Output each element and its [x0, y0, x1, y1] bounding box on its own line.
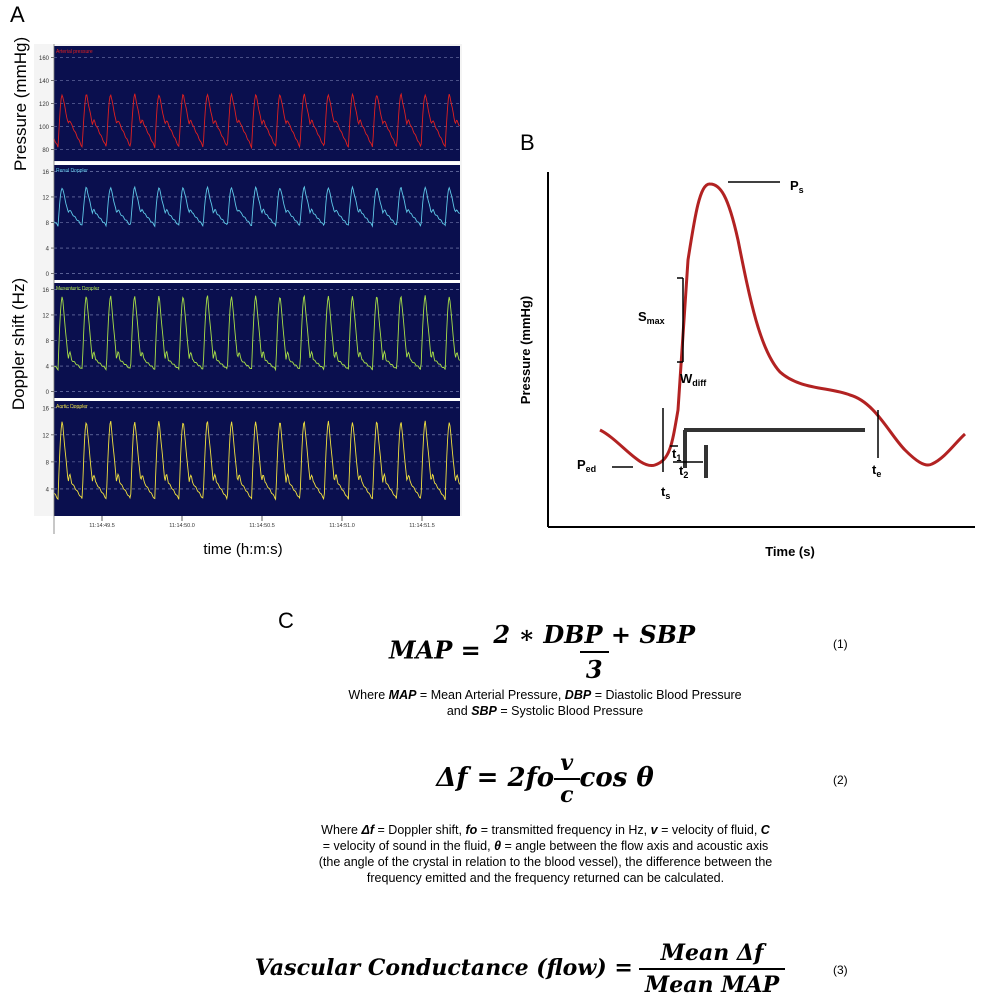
eq1-number: (1)	[833, 637, 848, 651]
eq3-number: (3)	[833, 963, 848, 977]
eq3-lhs: Vascular Conductance (flow) =	[254, 954, 633, 981]
eq2-number: (2)	[833, 773, 848, 787]
time-tick-label: 11:14:49.5	[89, 523, 115, 529]
y-tick-label: 16	[42, 406, 49, 412]
equation-3: Vascular Conductance (flow) = Mean Δf Me…	[220, 940, 820, 998]
eq1-fraction: 2 ∗ DBP + SBP 3	[487, 620, 701, 684]
panel-c-letter: C	[278, 608, 294, 633]
strip-title: Mesenteric Doppler	[56, 286, 100, 292]
strip-background	[54, 401, 460, 516]
y-tick-label: 8	[46, 339, 50, 345]
time-tick-label: 11:14:50.5	[249, 523, 275, 529]
ts-label: ts	[661, 484, 670, 501]
y-tick-label: 0	[46, 272, 50, 278]
panel-b-x-label: Time (s)	[765, 544, 815, 559]
ps-label: Ps	[790, 178, 804, 195]
y-tick-label: 4	[46, 487, 50, 493]
waveform-trace	[53, 420, 461, 501]
pressure-waveform-curve	[599, 182, 967, 467]
strip-title: Renal Doppler	[56, 168, 88, 174]
ped-label: Ped	[577, 457, 596, 474]
eq2-lhs: Δf = 2fo	[436, 762, 555, 793]
time-tick-label: 11:14:50.0	[169, 523, 195, 529]
strip-title: Arterial pressure	[56, 49, 93, 55]
strip-separator	[54, 162, 460, 165]
pressure-axis-label: Pressure (mmHg)	[11, 36, 30, 171]
eq2-denominator: c	[554, 778, 580, 808]
y-tick-label: 120	[39, 102, 50, 108]
panel-a-x-label: time (h:m:s)	[203, 541, 283, 558]
y-tick-label: 8	[46, 221, 50, 227]
y-tick-label: 8	[46, 460, 50, 466]
wdiff-label: Wdiff	[680, 371, 707, 388]
t1-label: t1	[672, 446, 681, 463]
eq2-numerator: v	[560, 750, 574, 776]
waveform-trace	[53, 294, 460, 372]
panel-b-y-label: Pressure (mmHg)	[520, 296, 533, 404]
eq3-fraction: Mean Δf Mean MAP	[638, 940, 786, 998]
waveform-trace	[53, 92, 460, 150]
doppler-axis-label: Doppler shift (Hz)	[9, 277, 28, 411]
smax-label: Smax	[638, 309, 665, 326]
eq3-numerator: Mean Δf	[660, 940, 764, 966]
y-tick-label: 4	[46, 365, 50, 371]
strip-title: Aortic Doppler	[56, 404, 88, 410]
eq1-lhs: MAP =	[389, 635, 481, 665]
y-tick-label: 160	[39, 56, 50, 62]
y-tick-label: 12	[42, 313, 49, 319]
strip-separator	[54, 280, 460, 283]
y-tick-label: 140	[39, 79, 50, 85]
y-tick-label: 16	[42, 288, 49, 294]
pressure-waveform-diagram: Pressure (mmHg) Time (s) Ps Smax Wdiff P…	[520, 172, 975, 559]
panel-a-letter: A	[10, 2, 25, 27]
y-tick-label: 80	[42, 148, 49, 154]
equation-1: MAP = 2 ∗ DBP + SBP 3	[300, 620, 790, 684]
eq3-denominator: Mean MAP	[638, 968, 786, 998]
y-tick-label: 12	[42, 195, 49, 201]
y-tick-label: 0	[46, 390, 50, 396]
y-tick-label: 100	[39, 125, 50, 131]
panel-b-letter: B	[520, 130, 535, 155]
y-tick-label: 16	[42, 170, 49, 176]
eq1-denominator: 3	[579, 651, 609, 684]
time-tick-label: 11:14:51.0	[329, 523, 355, 529]
eq2-caption: Where Δf = Doppler shift, fo = transmitt…	[318, 823, 773, 885]
eq2-rhs: cos θ	[579, 762, 654, 793]
te-label: te	[872, 462, 881, 479]
t2-label: t2	[679, 463, 688, 480]
eq2-fraction: v c	[554, 750, 580, 808]
equation-2: Δf = 2fo v c cos θ	[300, 750, 790, 808]
strip-separator	[54, 398, 460, 401]
y-tick-label: 4	[46, 247, 50, 253]
eq1-numerator: 2 ∗ DBP + SBP	[493, 620, 695, 649]
waveform-trace	[53, 185, 460, 228]
eq1-caption: Where MAP = Mean Arterial Pressure, DBP …	[348, 688, 742, 718]
time-tick-label: 11:14:51.5	[409, 523, 435, 529]
y-tick-label: 12	[42, 433, 49, 439]
